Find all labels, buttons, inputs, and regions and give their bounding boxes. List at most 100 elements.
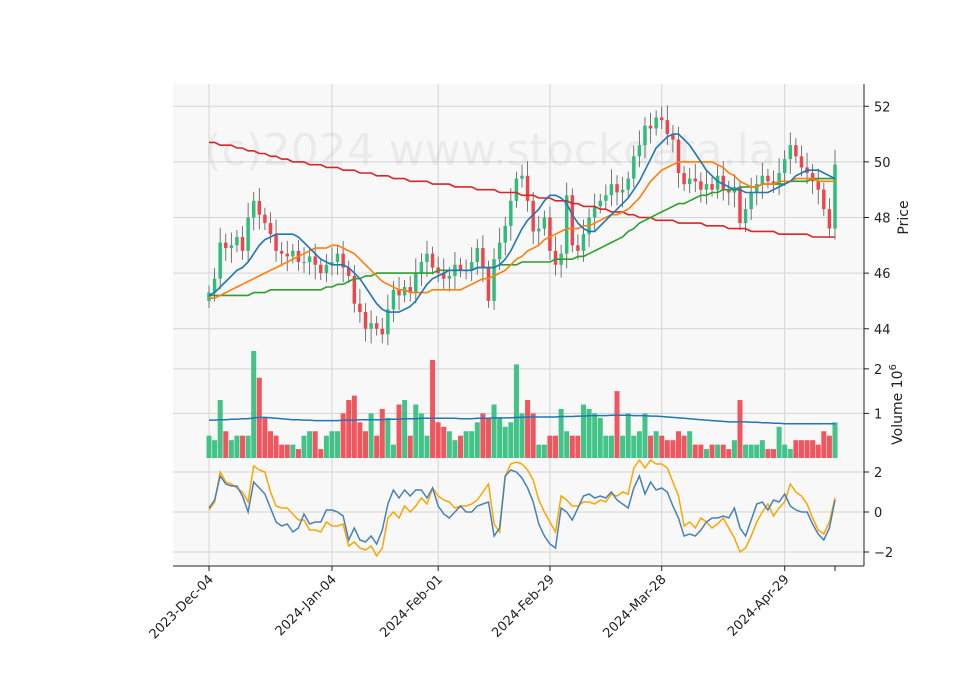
candle-down <box>486 267 491 301</box>
x-tick-label: 2024-Feb-29 <box>489 572 558 641</box>
candle-down <box>363 312 368 329</box>
volume-bar <box>234 435 240 458</box>
volume-bar <box>267 431 273 458</box>
price-y-tick-label: 46 <box>874 267 891 282</box>
volume-bar <box>379 408 385 458</box>
volume-bar <box>597 417 603 458</box>
volume-bar <box>569 435 575 458</box>
candle-up <box>469 262 474 271</box>
candle-down <box>766 175 770 182</box>
candle-down <box>671 134 675 140</box>
volume-bar <box>804 440 810 458</box>
candle-up <box>475 248 480 262</box>
volume-bar <box>441 426 447 458</box>
volume-bar <box>608 435 614 458</box>
volume-bar <box>642 413 648 458</box>
candle-down <box>274 234 278 251</box>
x-tick-label: 2023-Dec-04 <box>147 572 217 642</box>
ma-mid-line <box>209 161 835 299</box>
candle-down <box>548 217 552 251</box>
volume-bar <box>625 413 631 458</box>
volume-bar <box>245 435 251 458</box>
volume-bar <box>519 413 525 458</box>
volume-bar <box>826 435 832 458</box>
candle-down <box>263 214 267 224</box>
x-tick-label: 2024-Feb-01 <box>377 572 446 641</box>
candle-down <box>827 209 832 229</box>
volume-bar <box>279 444 285 458</box>
volume-bar <box>212 440 218 458</box>
volume-unit-exponent: 6 <box>888 364 899 370</box>
candle-up <box>386 309 390 335</box>
candle-up <box>419 262 424 274</box>
volume-bar <box>687 431 693 458</box>
volume-bar <box>206 435 212 458</box>
volume-bar <box>480 413 486 458</box>
candle-down <box>224 242 228 249</box>
candle-up <box>212 278 217 293</box>
watermark-text: (c)2024 www.stockdata.la <box>204 125 775 176</box>
candle-up <box>632 156 636 179</box>
volume-bar <box>759 440 765 458</box>
candle-up <box>291 250 295 257</box>
candle-up <box>637 145 642 157</box>
volume-bar <box>670 440 676 458</box>
candle-down <box>727 189 731 193</box>
volume-panel <box>206 351 838 458</box>
candle-up <box>604 195 608 201</box>
volume-bar <box>832 422 838 458</box>
volume-bar <box>424 435 430 458</box>
candle-down <box>319 264 323 274</box>
candle-up <box>788 145 793 160</box>
candle-up <box>564 195 569 254</box>
price-y-tick-label: 44 <box>874 323 891 338</box>
volume-bar <box>793 440 799 458</box>
candle-up <box>704 184 709 190</box>
candle-down <box>240 236 245 251</box>
candle-up <box>229 245 234 249</box>
candle-down <box>665 120 670 135</box>
volume-bar <box>754 444 760 458</box>
candle-down <box>693 178 698 182</box>
volume-bar <box>463 431 469 458</box>
volume-y-tick-label: 2 <box>874 363 882 378</box>
candle-down <box>442 273 446 279</box>
volume-bar <box>491 404 497 458</box>
candle-down <box>279 250 284 254</box>
candle-up <box>643 125 647 146</box>
candle-down <box>458 264 463 271</box>
candle-down <box>352 275 357 304</box>
candle-down <box>816 181 820 190</box>
candle-up <box>391 289 396 310</box>
volume-bar <box>485 417 491 458</box>
volume-bar <box>513 364 519 458</box>
volume-axis-label: Volume 106 <box>888 364 906 445</box>
volume-bar <box>776 426 782 458</box>
volume-bar <box>390 444 396 458</box>
volume-bar <box>614 391 620 458</box>
price-y-tick-label: 48 <box>874 212 891 227</box>
volume-bar <box>648 435 654 458</box>
candle-up <box>581 234 586 251</box>
candle-up <box>654 117 658 129</box>
candle-up <box>307 256 312 262</box>
volume-bar <box>290 444 296 458</box>
candle-down <box>648 125 653 129</box>
volume-bar <box>709 444 715 458</box>
volume-bar <box>273 435 279 458</box>
volume-bar <box>681 435 687 458</box>
volume-bar <box>743 444 749 458</box>
volume-bar <box>374 435 380 458</box>
volume-bar <box>592 413 598 458</box>
candle-down <box>799 156 804 168</box>
candle-up <box>251 200 256 218</box>
candle-down <box>553 250 558 265</box>
volume-bar <box>301 435 307 458</box>
candle-up <box>514 178 519 201</box>
volume-bar <box>284 444 290 458</box>
candle-down <box>682 173 686 185</box>
candle-up <box>592 206 597 218</box>
candle-down <box>408 287 412 293</box>
